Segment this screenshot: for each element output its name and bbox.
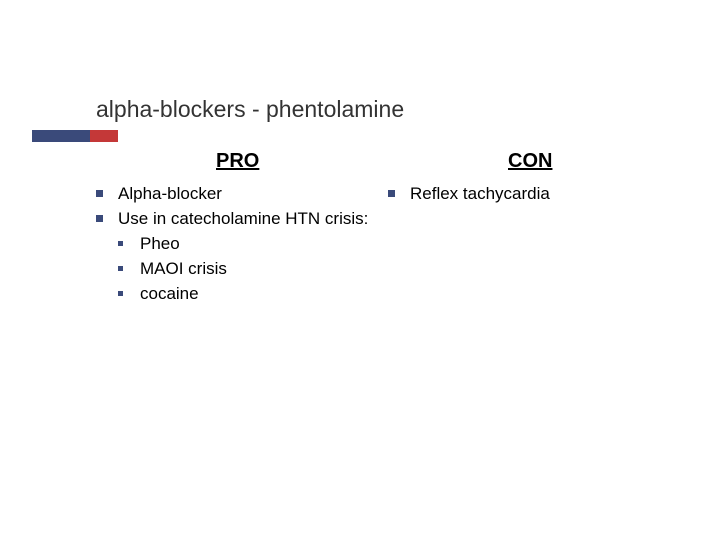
list-item-text: Use in catecholamine HTN crisis: xyxy=(118,209,368,228)
list-item: Reflex tachycardia xyxy=(388,183,680,206)
content-area: PRO Alpha-blocker Use in catecholamine H… xyxy=(96,150,680,308)
bullet-icon xyxy=(118,266,123,271)
accent-blue-block xyxy=(32,130,90,142)
con-column: CON Reflex tachycardia xyxy=(388,150,680,308)
bullet-icon xyxy=(96,190,103,197)
list-item-text: Reflex tachycardia xyxy=(410,184,550,203)
con-heading: CON xyxy=(508,150,680,173)
list-item: Pheo xyxy=(118,233,388,256)
pro-list: Alpha-blocker Use in catecholamine HTN c… xyxy=(96,183,388,306)
list-item: cocaine xyxy=(118,283,388,306)
list-item-text: Alpha-blocker xyxy=(118,184,222,203)
bullet-icon xyxy=(96,215,103,222)
list-item: Alpha-blocker xyxy=(96,183,388,206)
pro-heading: PRO xyxy=(216,150,388,173)
con-list: Reflex tachycardia xyxy=(388,183,680,206)
bullet-icon xyxy=(388,190,395,197)
pro-sublist: Pheo MAOI crisis cocaine xyxy=(118,233,388,306)
list-item: MAOI crisis xyxy=(118,258,388,281)
list-item: Use in catecholamine HTN crisis: Pheo MA… xyxy=(96,208,388,306)
slide-title: alpha-blockers - phentolamine xyxy=(96,96,404,123)
list-item-text: cocaine xyxy=(140,284,199,303)
slide-title-wrap: alpha-blockers - phentolamine xyxy=(96,96,404,123)
bullet-icon xyxy=(118,241,123,246)
list-item-text: Pheo xyxy=(140,234,180,253)
bullet-icon xyxy=(118,291,123,296)
list-item-text: MAOI crisis xyxy=(140,259,227,278)
accent-line xyxy=(32,130,282,142)
accent-red-block xyxy=(90,130,118,142)
pro-column: PRO Alpha-blocker Use in catecholamine H… xyxy=(96,150,388,308)
